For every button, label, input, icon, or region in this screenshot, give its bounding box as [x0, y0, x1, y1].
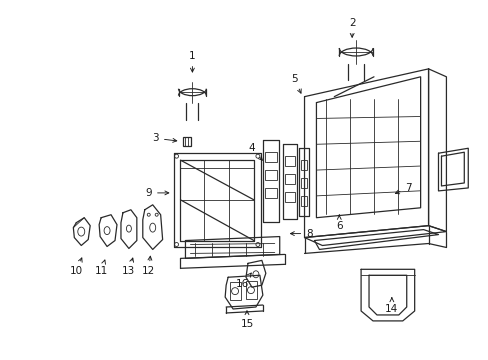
- Bar: [284, 192, 294, 202]
- Text: 4: 4: [248, 143, 262, 160]
- Text: 15: 15: [240, 311, 253, 329]
- Bar: [245, 281, 256, 299]
- Text: 14: 14: [385, 298, 398, 314]
- Bar: [230, 282, 241, 300]
- Bar: [300, 196, 306, 206]
- Text: 3: 3: [152, 133, 176, 143]
- Text: 12: 12: [142, 256, 155, 276]
- Bar: [183, 137, 191, 146]
- Text: 11: 11: [94, 260, 107, 276]
- Bar: [300, 160, 306, 170]
- Bar: [284, 156, 294, 166]
- Bar: [264, 152, 276, 162]
- Text: 1: 1: [189, 51, 195, 72]
- Text: 6: 6: [335, 215, 342, 231]
- Bar: [284, 174, 294, 184]
- Text: 8: 8: [290, 229, 312, 239]
- Text: 2: 2: [348, 18, 355, 37]
- Text: 9: 9: [145, 188, 168, 198]
- Text: 5: 5: [291, 74, 301, 93]
- Text: 7: 7: [394, 183, 411, 194]
- Text: 13: 13: [122, 258, 135, 276]
- Bar: [264, 170, 276, 180]
- Text: 10: 10: [70, 258, 82, 276]
- Bar: [264, 188, 276, 198]
- Text: 16: 16: [235, 273, 251, 289]
- Bar: [300, 178, 306, 188]
